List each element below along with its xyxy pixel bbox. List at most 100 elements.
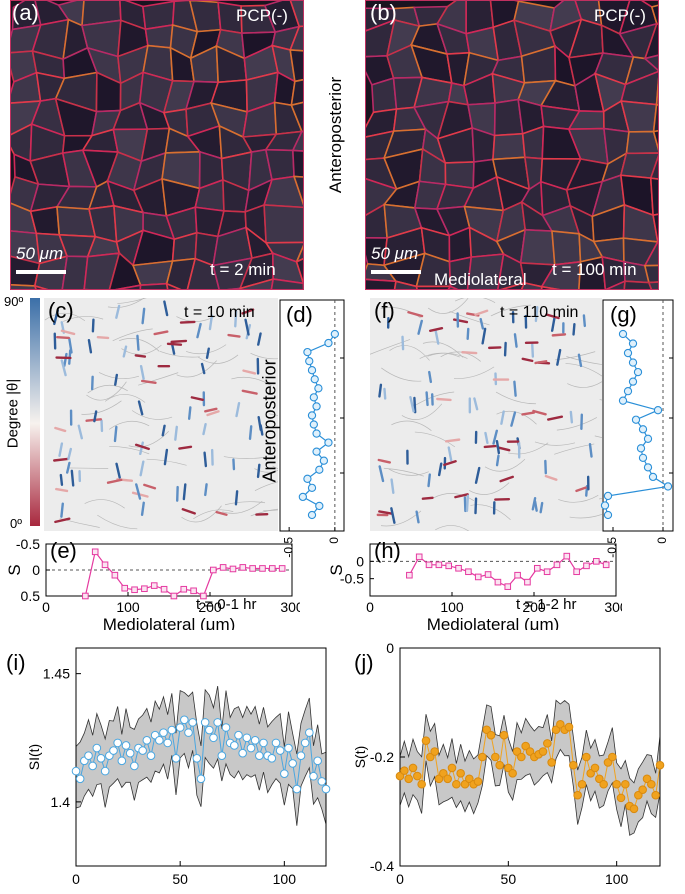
data-point: [556, 720, 565, 729]
data-point: [196, 774, 206, 784]
orientation-bar: [204, 407, 218, 413]
scalebar-text-b: 50 μm: [371, 244, 419, 263]
orientation-bar: [181, 508, 196, 515]
cell: [540, 260, 582, 289]
cell: [271, 252, 303, 285]
y-tick-label: 1.4: [51, 794, 71, 810]
data-point: [298, 492, 308, 502]
data-point: [417, 779, 426, 789]
orientation-bar: [473, 397, 479, 411]
panel-label-f: (f): [374, 298, 395, 323]
cell: [115, 284, 142, 289]
data-point: [314, 384, 323, 393]
data-point: [452, 779, 461, 789]
cell: [393, 280, 418, 289]
y-tick-label: 1.45: [43, 666, 70, 682]
x-tick-label: 100: [605, 871, 629, 887]
cell: [643, 22, 658, 60]
cell-outline: [197, 354, 239, 364]
data-point: [547, 758, 556, 767]
x-axis-label: Mediolateral (μm): [427, 615, 560, 630]
cell-outline: [112, 328, 153, 342]
orientation-bar: [208, 314, 214, 331]
cell-outline: [454, 298, 496, 303]
orientation-bar: [93, 410, 98, 423]
orientation-bar: [257, 332, 262, 346]
cell: [492, 132, 526, 161]
orientation-bar: [53, 309, 59, 326]
y-tick-label: -0.5: [340, 571, 364, 587]
cell-outline: [435, 525, 470, 531]
cell: [289, 1, 303, 28]
data-point: [300, 738, 310, 748]
data-point: [508, 769, 517, 778]
data-point: [623, 348, 633, 358]
orientation-bar: [474, 497, 478, 515]
data-point: [408, 763, 418, 773]
cell: [652, 213, 658, 244]
data-point: [234, 730, 243, 740]
y-axis-label: SI(t): [26, 744, 42, 770]
orientation-bar: [513, 333, 518, 348]
data-point: [577, 779, 587, 789]
time-label-a: t = 2 min: [210, 260, 276, 279]
data-point: [564, 722, 574, 732]
data-point: [634, 790, 643, 800]
cell-outline: [87, 384, 128, 394]
data-point: [443, 774, 452, 784]
orientation-bar: [54, 517, 71, 524]
orientation-bar: [63, 352, 68, 368]
anteroposterior-label-top: Anteroposterior: [326, 76, 345, 194]
data-point: [180, 585, 188, 593]
orientation-bar: [131, 491, 149, 498]
orientation-bar: [134, 443, 150, 451]
orientation-bar: [139, 364, 145, 380]
cell-outline: [470, 504, 511, 521]
orientation-bar: [161, 424, 166, 437]
profile-chart-d: -0.5 0: [279, 299, 345, 558]
orientation-bar: [378, 510, 394, 515]
orientation-bar: [141, 307, 146, 325]
x-tick-label: 200: [522, 599, 546, 615]
orientation-bar: [539, 501, 544, 514]
cell-outline: [128, 431, 169, 448]
orientation-bar: [60, 329, 76, 336]
orientation-bar: [390, 507, 396, 524]
data-point: [563, 552, 571, 560]
cell-outline: [81, 400, 122, 415]
orientation-bar: [204, 483, 208, 497]
cell: [290, 78, 303, 107]
data-point: [651, 790, 660, 800]
orientation-bar: [153, 330, 169, 336]
cell-outline: [176, 315, 217, 322]
data-point: [465, 568, 472, 576]
data-point: [638, 785, 647, 794]
data-point: [569, 760, 578, 770]
data-point: [406, 571, 413, 579]
data-point: [109, 746, 118, 755]
data-point: [142, 736, 152, 745]
cell-outline: [388, 468, 429, 476]
orientation-bar: [499, 475, 514, 483]
data-point: [230, 741, 239, 750]
data-point: [315, 501, 324, 511]
orientation-bar: [140, 501, 145, 517]
data-point: [209, 733, 218, 743]
orientation-bar: [434, 329, 440, 345]
data-point: [315, 465, 324, 474]
orientation-bar: [206, 410, 220, 417]
cell-outline: [567, 381, 602, 388]
cell-outline: [569, 513, 602, 519]
orientation-bar: [378, 383, 383, 398]
cell-outline: [193, 509, 234, 520]
cell: [144, 24, 174, 49]
orientation-bar: [428, 370, 433, 384]
panel-label-g: (g): [610, 302, 637, 327]
profile-chart-g: -0.5 0: [600, 299, 674, 558]
orientation-bar: [401, 335, 405, 351]
cell: [11, 284, 37, 289]
orientation-bar: [122, 345, 128, 358]
data-point: [280, 769, 289, 778]
orientation-bar: [377, 458, 391, 464]
cell: [292, 175, 303, 206]
